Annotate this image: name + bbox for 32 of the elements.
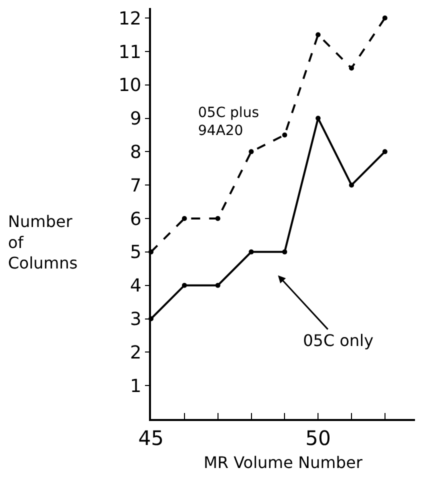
y-tick-label: 8 — [130, 142, 142, 163]
point — [316, 116, 321, 121]
y-tick-label: 10 — [118, 75, 142, 96]
y-tick-label: 12 — [118, 8, 142, 30]
x-tick-label: 50 — [305, 426, 331, 450]
point — [349, 66, 354, 71]
y-tick-label: 9 — [130, 108, 142, 130]
y-axis-title: Number of Columns — [8, 212, 78, 273]
point — [248, 149, 254, 154]
point — [215, 282, 220, 288]
point — [349, 182, 354, 188]
point — [248, 249, 254, 254]
x-tick-label: 45 — [138, 426, 164, 450]
y-tick-label: 5 — [130, 242, 142, 264]
point — [182, 282, 187, 288]
point — [316, 32, 321, 38]
y-tick-label: 6 — [130, 208, 142, 230]
point — [382, 149, 388, 154]
text: 05C only — [303, 331, 374, 350]
y-tick-label: 2 — [130, 342, 142, 364]
x-axis-title: MR Volume Number — [204, 453, 363, 472]
y-tick-label: 1 — [130, 376, 142, 397]
point — [382, 16, 388, 21]
series-label: 05C plus 94A20 — [198, 105, 259, 140]
y-tick-label: 7 — [130, 175, 142, 196]
point — [215, 216, 220, 222]
point — [282, 132, 288, 138]
y-tick-label: 4 — [130, 276, 142, 297]
point — [182, 216, 187, 222]
y-tick-label: 11 — [118, 42, 142, 63]
point — [282, 249, 288, 254]
y-tick-label: 3 — [130, 309, 142, 330]
